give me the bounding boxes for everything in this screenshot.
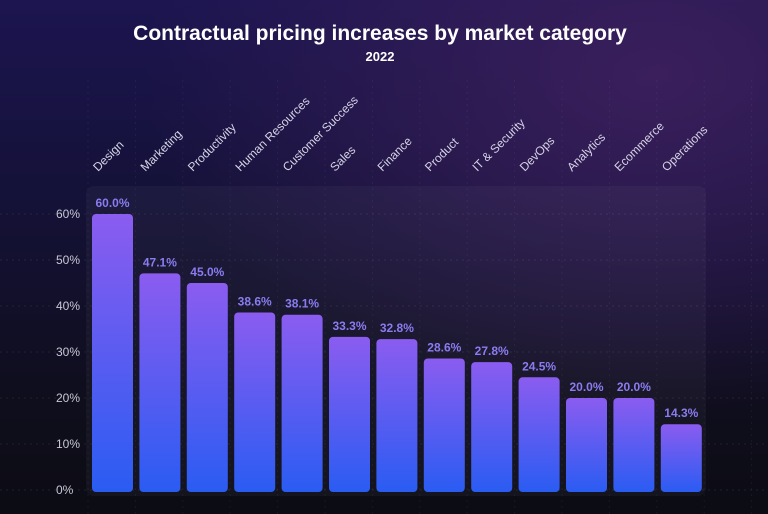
bar-ecommerce [613, 398, 655, 492]
category-label: Ecommerce [612, 119, 667, 174]
data-label: 20.0% [569, 380, 603, 394]
data-label: 33.3% [332, 319, 366, 333]
y-tick-label: 60% [56, 207, 80, 221]
data-label: 20.0% [617, 380, 651, 394]
bar-finance [376, 339, 418, 492]
category-label: Productivity [185, 120, 239, 174]
category-label: Analytics [564, 130, 608, 174]
y-tick-label: 0% [56, 483, 74, 497]
bar-sales [329, 336, 370, 492]
bar-product [423, 358, 465, 492]
category-label: Sales [327, 143, 358, 174]
data-label: 27.8% [475, 344, 509, 358]
y-tick-label: 30% [56, 345, 80, 359]
y-tick-label: 50% [56, 253, 80, 267]
data-label: 24.5% [522, 359, 556, 373]
chart-subtitle: 2022 [366, 49, 395, 64]
y-tick-label: 10% [56, 437, 80, 451]
category-label: Marketing [138, 127, 185, 174]
data-label: 32.8% [380, 321, 414, 335]
bar-productivity [186, 283, 228, 492]
bar-it-security [471, 362, 513, 492]
y-tick-label: 20% [56, 391, 80, 405]
bar-devops [518, 377, 560, 492]
category-label: Operations [659, 123, 710, 174]
data-label: 60.0% [95, 196, 129, 210]
category-label: DevOps [517, 134, 558, 175]
chart-title: Contractual pricing increases by market … [133, 22, 627, 45]
bar-operations [660, 424, 702, 492]
data-label: 38.6% [238, 294, 272, 308]
data-label: 28.6% [427, 340, 461, 354]
bar-marketing [139, 273, 181, 492]
y-tick-label: 40% [56, 299, 80, 313]
data-label: 45.0% [190, 265, 224, 279]
bar-customer-success [281, 314, 323, 492]
category-label: Product [422, 135, 462, 175]
bar-design [92, 214, 133, 492]
bar-analytics [566, 398, 607, 492]
data-label: 47.1% [143, 255, 177, 269]
data-label: 14.3% [664, 406, 698, 420]
category-label: Design [90, 138, 126, 174]
category-label: Finance [375, 134, 415, 174]
bar-human-resources [234, 312, 276, 492]
data-label: 38.1% [285, 297, 319, 311]
